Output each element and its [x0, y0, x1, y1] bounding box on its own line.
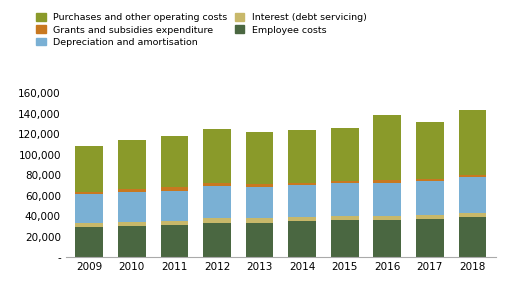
Bar [288, 221, 315, 257]
Bar [330, 215, 358, 220]
Bar [458, 217, 485, 257]
Bar [245, 187, 273, 218]
Bar [288, 185, 315, 217]
Bar [75, 227, 103, 257]
Bar [458, 175, 485, 177]
Bar [75, 194, 103, 223]
Bar [458, 177, 485, 213]
Bar [203, 218, 230, 223]
Bar [75, 223, 103, 227]
Bar [330, 183, 358, 215]
Bar [245, 184, 273, 187]
Bar [330, 220, 358, 257]
Bar [203, 187, 230, 218]
Bar [373, 180, 400, 183]
Bar [288, 130, 315, 183]
Bar [245, 218, 273, 223]
Bar [118, 226, 145, 257]
Bar [415, 181, 443, 215]
Bar [458, 213, 485, 217]
Bar [75, 192, 103, 194]
Bar [415, 122, 443, 179]
Bar [160, 225, 188, 257]
Bar [415, 219, 443, 257]
Bar [330, 128, 358, 181]
Bar [118, 189, 145, 192]
Bar [373, 220, 400, 257]
Bar [245, 223, 273, 257]
Bar [373, 115, 400, 180]
Bar [458, 110, 485, 175]
Bar [160, 187, 188, 191]
Bar [160, 221, 188, 225]
Legend: Purchases and other operating costs, Grants and subsidies expenditure, Depreciat: Purchases and other operating costs, Gra… [36, 13, 366, 47]
Bar [118, 192, 145, 222]
Bar [203, 129, 230, 183]
Bar [203, 223, 230, 257]
Bar [373, 215, 400, 220]
Bar [118, 222, 145, 226]
Bar [245, 132, 273, 184]
Bar [373, 183, 400, 215]
Bar [330, 181, 358, 183]
Bar [288, 183, 315, 185]
Bar [415, 215, 443, 219]
Bar [75, 146, 103, 192]
Bar [160, 136, 188, 187]
Bar [203, 183, 230, 186]
Bar [160, 191, 188, 221]
Bar [118, 140, 145, 189]
Bar [288, 217, 315, 221]
Bar [415, 179, 443, 181]
